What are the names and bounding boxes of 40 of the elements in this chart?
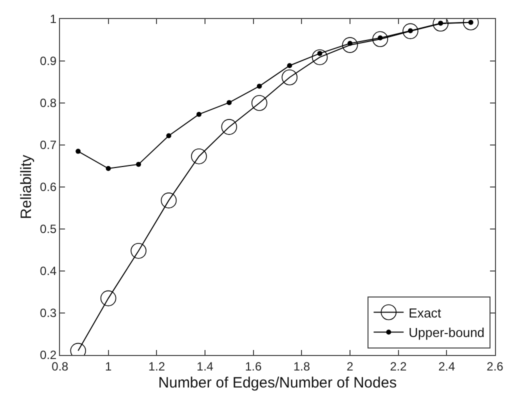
y-tick-label: 0.7 [40,138,57,152]
point [312,49,328,66]
point [106,166,111,172]
legend-label: Upper-bound [408,325,485,340]
point [130,242,146,259]
x-tick-label: 1 [104,359,112,374]
point [256,84,262,89]
point [372,31,388,48]
point [160,192,177,208]
x-tick-label: 2.4 [438,359,456,374]
point [191,148,207,164]
x-tick-label: 2.6 [486,359,504,374]
point [221,119,238,135]
y-axis-title: Reliability [18,154,36,220]
y-tick-label: 1 [50,12,57,26]
x-axis-title: Number of Edges/Number of Nodes [158,374,397,392]
y-tick-label: 0.9 [40,54,57,68]
point [196,112,202,117]
point [100,290,116,306]
y-tick-label: 0.6 [40,180,57,194]
point [251,95,268,111]
y-tick-label: 0.5 [40,222,57,236]
point [317,50,322,56]
y-tick-label: 0.3 [40,306,57,320]
x-tick-label: 2.2 [390,359,407,374]
x-tick-label: 1.2 [148,359,166,374]
point [342,37,358,53]
point [76,148,81,154]
y-tick-label: 0.4 [40,264,57,278]
point [226,100,232,106]
y-tick-label: 0.8 [40,96,57,110]
point [136,162,142,167]
x-tick-label: 1.8 [293,359,310,374]
point [282,69,298,86]
point [166,133,172,138]
x-tick-label: 1.4 [196,359,214,374]
point [287,63,292,68]
x-tick-label: 2 [346,359,354,374]
x-tick-label: 1.6 [244,359,262,374]
legend-label: Exact [408,305,442,320]
